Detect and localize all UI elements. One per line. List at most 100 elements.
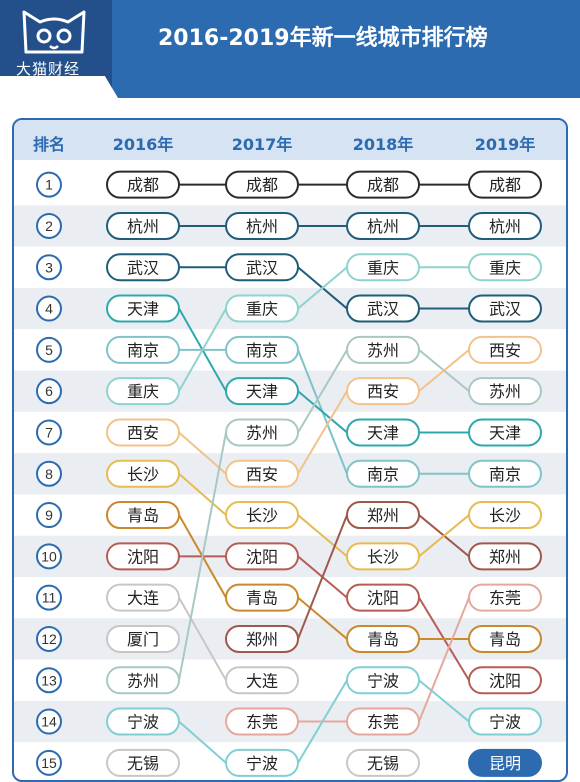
city-pill [225,170,299,199]
city-pill [225,542,299,571]
city-pill [225,211,299,240]
city-label: 武汉 [127,258,159,277]
city-pill [346,170,420,199]
rank-number: 5 [45,342,53,358]
city-pill [346,624,420,653]
rank-badge [36,378,62,405]
city-label: 青岛 [367,630,399,649]
header-2019: 2019年 [474,135,536,154]
city-pill [468,211,542,240]
city-pill [106,211,180,240]
connector-line [418,514,470,558]
connector-line [297,349,348,433]
city-pill [468,707,542,736]
city-pill [106,459,180,488]
city-label: 杭州 [127,217,159,236]
header-rank: 排名 [32,135,65,154]
logo-badge: 大猫财经 Da Mao Money [0,0,112,98]
city-pill [225,418,299,447]
city-pill [225,459,299,488]
header-2016: 2016年 [112,135,174,154]
city-pill [106,377,180,406]
connector-line [178,431,227,475]
rank-number: 10 [41,548,57,564]
city-label: 南京 [246,341,278,360]
city-pill [106,666,180,695]
city-pill [346,294,420,323]
rank-badge [36,171,62,198]
rank-number: 3 [45,259,53,275]
city-label: 郑州 [246,630,278,649]
city-pill [106,253,180,282]
city-label: 杭州 [246,217,278,236]
city-label: 苏州 [127,671,159,690]
city-label: 厦门 [127,630,159,649]
city-pill [225,501,299,530]
city-label: 大连 [246,671,278,690]
rank-number: 15 [41,755,57,771]
city-label: 杭州 [489,217,521,236]
city-pill [468,418,542,447]
rank-badge [36,212,62,239]
city-pill [346,583,420,612]
city-pill [468,459,542,488]
city-label: 青岛 [127,506,159,525]
city-label: 沈阳 [489,671,521,690]
connector-line [178,472,227,516]
city-label: 杭州 [367,217,399,236]
city-pill [225,666,299,695]
connector-line [297,514,348,640]
city-label: 重庆 [246,300,278,319]
city-label: 长沙 [489,506,521,525]
rank-badge [36,502,62,529]
city-label: 重庆 [489,258,521,277]
city-label: 东莞 [489,589,521,608]
city-label: 郑州 [367,506,399,525]
city-pill [225,624,299,653]
city-pill [346,335,420,364]
city-label: 天津 [127,300,159,319]
city-label: 西安 [127,423,159,442]
city-label: 成都 [127,176,159,195]
city-label: 青岛 [246,589,278,608]
city-label: 苏州 [367,341,399,360]
city-pill [225,377,299,406]
city-pill [106,624,180,653]
connector-line [418,349,470,392]
city-label: 成都 [246,176,278,195]
rank-badge [36,667,62,694]
city-label: 成都 [367,176,399,195]
city-label: 武汉 [367,300,399,319]
rank-badge [36,708,62,735]
rank-badge [36,419,62,446]
city-label: 西安 [246,465,278,484]
connector-line [297,266,348,310]
city-pill [468,542,542,571]
ranking-chart: 123456789101112131415成都杭州武汉天津南京重庆西安长沙青岛沈… [14,170,566,777]
city-pill [468,501,542,530]
city-label: 大连 [127,589,159,608]
rank-badge [36,336,62,363]
city-pill [346,418,420,447]
table-header-row: 排名 2016年 2017年 2018年 2019年 [14,120,566,160]
rank-number: 2 [45,218,53,234]
city-label: 东莞 [367,713,399,732]
city-pill [225,294,299,323]
city-label: 苏州 [246,423,278,442]
connector-line [297,596,348,640]
city-pill [346,377,420,406]
header-2018: 2018年 [352,135,414,154]
city-label: 苏州 [489,382,521,401]
city-label: 宁波 [489,713,521,732]
city-label: 青岛 [489,630,521,649]
city-label: 天津 [367,423,399,442]
rank-number: 11 [42,590,57,606]
city-pill [106,294,180,323]
header-2017: 2017年 [231,135,293,154]
city-label: 重庆 [367,258,399,277]
city-label: 南京 [367,465,399,484]
city-label: 南京 [127,341,159,360]
city-pill [346,253,420,282]
city-label: 长沙 [127,465,159,484]
city-label: 西安 [367,382,399,401]
